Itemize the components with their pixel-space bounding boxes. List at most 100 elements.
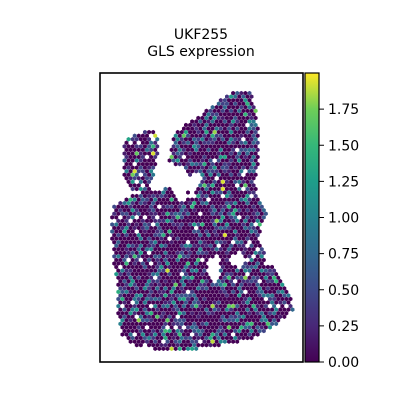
expression-spot (140, 239, 145, 245)
expression-spot (132, 147, 137, 153)
expression-spot (184, 328, 188, 334)
expression-spot (249, 151, 254, 156)
expression-spot (181, 140, 186, 146)
expression-spot (249, 229, 254, 234)
expression-spot (143, 286, 147, 291)
expression-spot (155, 193, 160, 199)
expression-spot (200, 165, 205, 170)
expression-spot (198, 225, 203, 231)
expression-spot (157, 296, 162, 302)
expression-spot (130, 158, 135, 163)
expression-spot (159, 193, 164, 199)
expression-spot (157, 289, 162, 295)
expression-spot (155, 335, 160, 341)
expression-spot (245, 165, 250, 170)
expression-spot (147, 129, 151, 135)
expression-spot (206, 247, 211, 252)
expression-spot (179, 144, 184, 149)
expression-spot (126, 271, 131, 277)
expression-spot (118, 314, 123, 319)
expression-spot (202, 282, 207, 288)
expression-spot (196, 335, 201, 341)
expression-spot (157, 275, 162, 280)
expression-spot (247, 218, 252, 224)
expression-spot (130, 328, 135, 334)
expression-spot (151, 200, 156, 206)
expression-spot (157, 211, 162, 217)
expression-spot (136, 197, 141, 202)
expression-spot (118, 279, 123, 284)
expression-spot (241, 321, 246, 327)
expression-spot (163, 279, 168, 284)
expression-spot (239, 204, 244, 209)
expression-spot (274, 300, 279, 305)
expression-spot (251, 119, 256, 124)
expression-spot (122, 321, 127, 327)
expression-spot (249, 321, 254, 327)
expression-spot (235, 97, 240, 103)
expression-spot (155, 279, 160, 284)
expression-spot (130, 208, 135, 213)
expression-spot (249, 129, 254, 135)
expression-spot (155, 264, 160, 270)
expression-spot (153, 204, 158, 209)
expression-spot (249, 286, 254, 291)
expression-spot (151, 229, 156, 234)
expression-spot (200, 122, 205, 128)
expression-spot (251, 112, 256, 117)
expression-spot (208, 321, 213, 327)
expression-spot (239, 126, 244, 131)
expression-spot (249, 243, 254, 248)
expression-spot (134, 250, 139, 256)
expression-spot (222, 325, 227, 330)
expression-spot (284, 289, 289, 295)
expression-spot (175, 328, 180, 334)
expression-spot (208, 179, 213, 185)
expression-spot (204, 243, 209, 248)
expression-spot (198, 204, 203, 209)
expression-spot (216, 108, 221, 114)
expression-spot (122, 243, 127, 248)
expression-spot (235, 112, 240, 117)
expression-spot (227, 254, 231, 259)
expression-spot (247, 147, 252, 153)
expression-spot (190, 126, 195, 131)
expression-spot (151, 328, 156, 334)
expression-spot (249, 335, 254, 341)
expression-spot (218, 197, 223, 202)
expression-spot (222, 275, 227, 280)
expression-spot (198, 318, 203, 323)
expression-spot (167, 279, 172, 284)
expression-spot (151, 208, 156, 213)
expression-spot (241, 144, 246, 149)
expression-spot (210, 289, 215, 295)
expression-spot (225, 193, 229, 199)
expression-spot (208, 193, 213, 199)
expression-spot (225, 222, 229, 227)
expression-spot (196, 165, 201, 170)
expression-spot (220, 314, 225, 319)
expression-spot (128, 303, 133, 309)
expression-spot (126, 158, 131, 163)
expression-spot (184, 293, 188, 298)
expression-spot (241, 122, 246, 128)
expression-spot (175, 300, 180, 305)
expression-spot (132, 275, 137, 280)
expression-spot (190, 133, 195, 138)
expression-spot (134, 342, 139, 348)
expression-spot (157, 346, 162, 351)
expression-spot (196, 264, 201, 270)
expression-spot (263, 289, 268, 295)
expression-spot (233, 293, 238, 298)
expression-spot (116, 310, 121, 316)
expression-spot (251, 147, 256, 153)
expression-spot (143, 307, 147, 312)
expression-spot (233, 129, 238, 135)
expression-spot (186, 154, 190, 160)
expression-spot (145, 168, 149, 174)
expression-spot (233, 271, 238, 277)
expression-spot (216, 321, 221, 327)
expression-spot (143, 236, 147, 241)
expression-spot (218, 261, 223, 266)
expression-spot (173, 161, 178, 167)
